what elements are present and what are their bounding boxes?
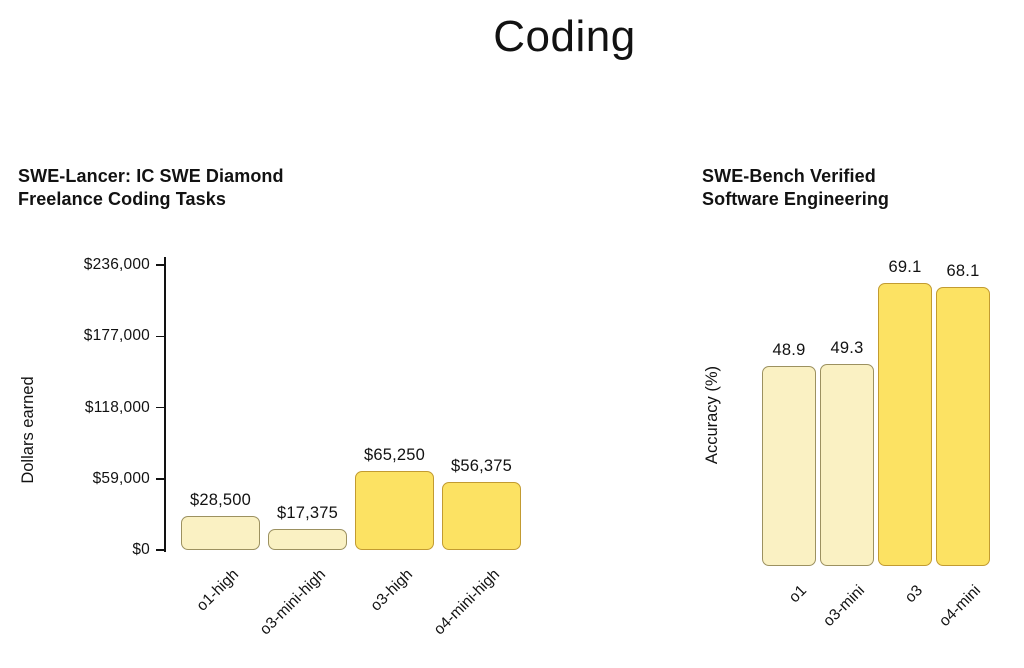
right-chart-value-label-o1: 48.9 — [772, 340, 806, 359]
right-chart-value-label-o4-mini: 68.1 — [946, 262, 980, 281]
left-chart-y-tick-label-1: $177,000 — [83, 327, 150, 345]
left-chart-y-tick-4 — [156, 549, 165, 551]
right-chart-bar-o3-mini — [820, 364, 874, 566]
left-chart-y-tick-3 — [156, 478, 165, 480]
left-chart-value-label-o4-mini-high: $56,375 — [450, 456, 513, 475]
left-chart-x-label-o1-high: o1-high — [192, 566, 242, 615]
right-chart-value-label-o3: 69.1 — [888, 258, 922, 277]
left-chart-y-tick-0 — [156, 264, 165, 266]
right-chart-title-line1: SWE-Bench Verified — [702, 166, 876, 186]
left-chart-y-tick-label-3: $59,000 — [92, 469, 150, 487]
page-title: Coding — [493, 12, 636, 61]
right-chart-bar-o1 — [762, 365, 816, 566]
left-chart-y-axis-label: Dollars earned — [19, 376, 37, 484]
left-chart-y-tick-label-4: $0 — [132, 541, 150, 558]
left-chart-bar-o3-high — [355, 471, 434, 550]
left-chart-title-line1: SWE-Lancer: IC SWE Diamond — [18, 166, 284, 186]
left-chart-value-label-o3-high: $65,250 — [363, 446, 426, 465]
left-chart-value-label-o3-mini-high: $17,375 — [276, 504, 339, 523]
right-chart-bar-o3 — [878, 283, 932, 566]
left-chart-bar-o4-mini-high — [442, 481, 521, 550]
left-chart-bar-o3-mini-high — [268, 529, 347, 550]
left-chart-y-axis — [164, 257, 166, 552]
right-chart-bar-o4-mini — [936, 287, 990, 566]
left-chart-y-tick-1 — [156, 335, 165, 337]
right-chart-value-label-o3-mini: 49.3 — [830, 339, 864, 358]
left-chart-value-label-o1-high: $28,500 — [189, 490, 252, 509]
left-chart-y-tick-label-2: $118,000 — [84, 398, 150, 416]
right-chart-title: SWE-Bench Verified Software Engineering — [702, 165, 889, 211]
left-chart-bar-o1-high — [181, 515, 260, 550]
left-chart-y-tick-2 — [156, 406, 165, 409]
right-chart-title-line2: Software Engineering — [702, 189, 890, 209]
left-chart-y-tick-label-0: $236,000 — [83, 256, 150, 273]
left-chart-title-line2: Freelance Coding Tasks — [18, 189, 226, 209]
left-chart-title: SWE-Lancer: IC SWE Diamond Freelance Cod… — [18, 165, 284, 211]
